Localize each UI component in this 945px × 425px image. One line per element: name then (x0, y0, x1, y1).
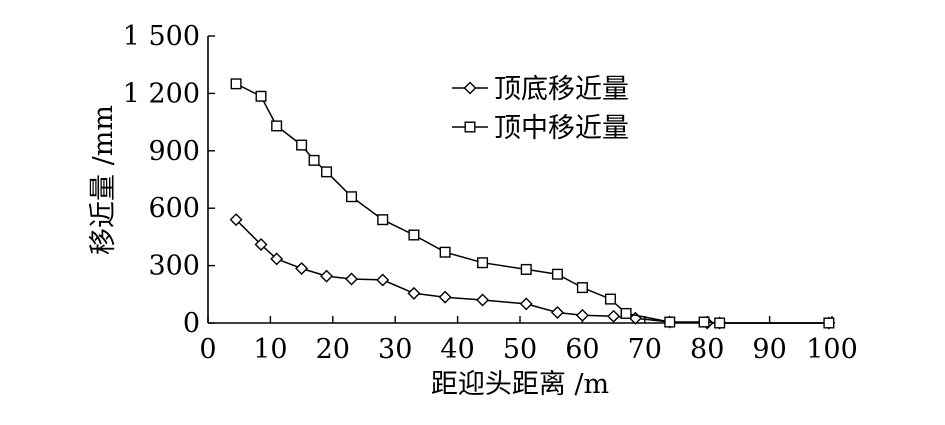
square-marker (520, 263, 532, 275)
x-tick-label: 90 (752, 334, 786, 365)
legend-item: 顶底移近量 (452, 74, 629, 105)
plot-area: 0 300 600 900 1 200 1 500 0 10 20 30 40 50 60 70 80 90… (123, 21, 858, 365)
y-tick-label: 1 200 (123, 78, 200, 109)
square-marker (604, 293, 616, 305)
x-tick-label: 20 (316, 334, 350, 365)
square-marker (576, 282, 588, 294)
square-marker (321, 166, 333, 178)
square-marker (698, 316, 710, 328)
y-tick-label: 0 (183, 308, 200, 339)
series-diamond (229, 213, 836, 330)
square-marker (551, 268, 563, 280)
legend-item: 顶中移近量 (452, 113, 629, 144)
x-tick-label: 10 (253, 334, 287, 365)
series-square (230, 78, 835, 329)
square-marker (346, 191, 358, 203)
square-marker (308, 154, 320, 166)
square-marker (296, 139, 308, 151)
diamond-marker-legend (463, 81, 477, 95)
x-tick-label: 30 (378, 334, 412, 365)
x-axis-title: 距迎头距离 /m (431, 369, 609, 400)
square-marker (408, 229, 420, 241)
square-marker (377, 214, 389, 226)
square-marker (664, 316, 676, 328)
legend-label: 顶底移近量 (494, 74, 629, 105)
diamond-marker (607, 309, 621, 323)
diamond-marker (575, 308, 589, 322)
y-tick-label: 900 (148, 136, 200, 167)
series-layer (229, 78, 836, 330)
x-tick-label: 70 (628, 334, 662, 365)
y-axis-title: 移近量 /mm (88, 105, 119, 255)
square-marker (714, 317, 726, 329)
y-tick-label: 600 (148, 193, 200, 224)
square-marker-legend (464, 121, 476, 133)
y-tick-label: 300 (148, 251, 200, 282)
diamond-marker (270, 252, 284, 266)
x-tick-label: 40 (440, 334, 474, 365)
y-ticks: 0 300 600 900 1 200 1 500 (123, 21, 215, 339)
diamond-marker (254, 238, 268, 252)
diamond-marker (376, 273, 390, 287)
diamond-marker (550, 305, 564, 319)
square-marker (620, 307, 632, 319)
diamond-marker (345, 272, 359, 286)
square-marker (439, 246, 451, 258)
x-tick-label: 60 (565, 334, 599, 365)
square-marker (271, 120, 283, 132)
square-marker (255, 90, 267, 102)
x-tick-label: 100 (806, 334, 858, 365)
x-tick-label: 50 (503, 334, 537, 365)
y-tick-label: 1 500 (123, 21, 200, 52)
square-marker (477, 257, 489, 269)
square-marker (230, 78, 242, 90)
diamond-marker (407, 286, 421, 300)
x-ticks: 0 10 20 30 40 50 60 70 80 90 100 (199, 316, 858, 365)
legend-label: 顶中移近量 (494, 113, 629, 144)
x-tick-label: 80 (690, 334, 724, 365)
diamond-marker (295, 261, 309, 275)
diamond-marker (438, 290, 452, 304)
diamond-marker (519, 297, 533, 311)
x-tick-label: 0 (199, 334, 216, 365)
diamond-marker (476, 293, 490, 307)
square-marker (823, 317, 835, 329)
diamond-marker (229, 213, 243, 227)
diamond-marker (320, 269, 334, 283)
